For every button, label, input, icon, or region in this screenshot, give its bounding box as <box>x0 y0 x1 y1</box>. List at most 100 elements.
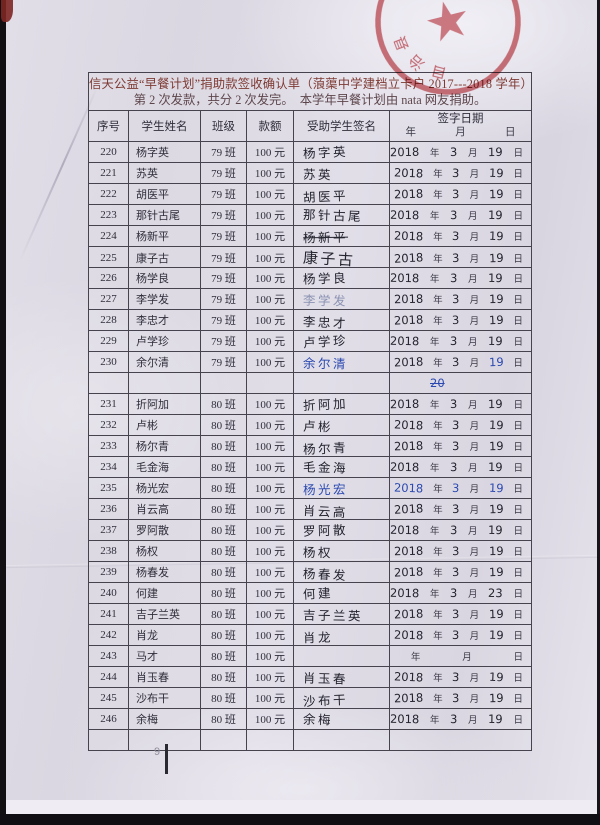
handwritten-signature: 卢学珍 <box>302 332 349 350</box>
handwritten-day: 19 <box>488 144 503 160</box>
student-name: 肖龙 <box>129 625 201 645</box>
table-row: 225 康子古 79 班 100 元康子古 2018 年 3 月 19 日 <box>89 246 531 269</box>
amount-label: 100 元 <box>247 709 294 729</box>
printed-day-unit: 日 <box>513 527 523 537</box>
class-label: 80 班 <box>201 478 247 498</box>
class-label: 79 班 <box>201 331 247 351</box>
handwritten-signature: 吉子兰英 <box>302 606 364 624</box>
printed-day-unit: 日 <box>513 233 523 243</box>
row-no: 232 <box>89 415 129 435</box>
handwritten-day: 19 <box>488 522 503 538</box>
amount-label: 100 元 <box>247 436 294 456</box>
handwritten-month: 3 <box>449 585 458 601</box>
row-no: 234 <box>89 457 129 477</box>
date-cell <box>390 730 531 750</box>
handwritten-day: 19 <box>488 207 503 223</box>
printed-day-unit: 日 <box>513 401 523 411</box>
printed-month-unit: 月 <box>469 506 480 516</box>
amount-label: 100 元 <box>247 142 294 162</box>
date-header-units: 年 月 日 <box>406 126 516 139</box>
handwritten-month: 3 <box>452 438 460 454</box>
handwritten-year: 2018 <box>389 459 420 475</box>
printed-day-unit: 日 <box>513 506 523 516</box>
student-name: 杨字英 <box>129 142 201 162</box>
printed-day-unit: 日 <box>513 569 523 579</box>
class-label: 80 班 <box>201 667 247 687</box>
signature-cell <box>294 730 390 750</box>
row-no: 224 <box>89 226 129 246</box>
signature-cell: 肖龙 <box>294 625 390 645</box>
page-footer: 9 <box>154 744 169 774</box>
col-header-amount: 款额 <box>247 111 294 141</box>
class-label: 79 班 <box>201 205 247 225</box>
signature-cell: 杨新平 <box>294 226 390 246</box>
date-cell: 2018 年 3 月 19 日 <box>390 667 531 687</box>
row-no: 241 <box>89 604 129 624</box>
paper-crease <box>19 85 99 261</box>
row-no: 227 <box>89 289 129 309</box>
row-no: 230 <box>89 352 129 372</box>
col-header-date: 签字日期 年 月 日 <box>390 111 531 141</box>
printed-day-unit: 日 <box>513 674 523 684</box>
handwritten-day: 19 <box>488 711 503 727</box>
row-no: 235 <box>89 478 129 498</box>
handwritten-signature: 杨字英 <box>302 143 349 161</box>
amount-label: 100 元 <box>247 583 294 603</box>
amount-label: 100 元 <box>247 331 294 351</box>
handwritten-month: 3 <box>452 312 461 328</box>
handwritten-year: 2018 <box>389 207 420 223</box>
signature-cell: 李忠才 <box>294 310 390 330</box>
handwritten-month: 3 <box>449 396 458 412</box>
printed-year-unit: 年 <box>410 653 421 663</box>
handwritten-day: 19 <box>488 354 504 370</box>
handwritten-signature: 杨权 <box>302 544 334 560</box>
printed-year-unit: 年 <box>433 632 443 642</box>
student-name: 余梅 <box>129 709 201 729</box>
printed-day-unit: 日 <box>513 653 523 663</box>
handwritten-month: 3 <box>449 333 458 349</box>
table-row: 237 罗阿散 80 班 100 元罗阿散 2018 年 3 月 19 日 <box>89 519 531 540</box>
handwritten-signature: 那针古尾 <box>302 206 364 224</box>
date-cell: 2018 年 3 月 19 日 <box>390 226 531 246</box>
handwritten-month: 3 <box>452 354 461 370</box>
printed-day-unit: 日 <box>513 485 523 495</box>
printed-day-unit: 日 <box>513 338 523 348</box>
printed-month-unit: 月 <box>462 653 472 663</box>
printed-year-unit: 年 <box>429 401 440 411</box>
printed-month-unit: 月 <box>469 254 480 265</box>
handwritten-day: 19 <box>488 543 504 559</box>
row-no: 222 <box>89 184 129 204</box>
date-cell: 2018 年 3 月 19 日 <box>390 289 531 309</box>
row-no: 231 <box>89 394 129 414</box>
printed-day-unit: 日 <box>513 212 523 222</box>
handwritten-year: 2018 <box>393 564 424 580</box>
handwritten-month: 3 <box>452 417 461 433</box>
row-no: 226 <box>89 268 129 288</box>
table-row: 244 肖玉春 80 班 100 元肖玉春 2018 年 3 月 19 日 <box>89 666 531 687</box>
signature-cell: 李学发 <box>294 289 390 309</box>
amount-label: 100 元 <box>247 541 294 561</box>
handwritten-signature: 肖龙 <box>302 629 334 645</box>
class-label: 79 班 <box>201 268 247 288</box>
handwritten-month: 3 <box>452 606 461 622</box>
table-row: 232 卢彬 80 班 100 元卢彬 2018 年 3 月 19 日 <box>89 414 531 435</box>
printed-month-unit: 月 <box>469 422 480 432</box>
table-body: 220 杨字英 79 班 100 元杨字英 2018 年 3 月 19 日 221 苏英 79 班 100… <box>89 141 531 750</box>
printed-month-unit: 月 <box>468 149 478 159</box>
student-name: 杨新平 <box>129 226 201 246</box>
amount-label: 100 元 <box>247 520 294 540</box>
page-number: 9 <box>154 746 161 758</box>
date-cell: 2018 年 3 月 19 日 <box>390 436 531 456</box>
class-label: 80 班 <box>201 562 247 582</box>
table-row: 245 沙布干 80 班 100 元沙布干 2018 年 3 月 19 日 <box>89 687 531 708</box>
handwritten-day: 19 <box>488 606 504 622</box>
printed-month-unit: 月 <box>469 191 480 201</box>
printed-day-unit: 日 <box>513 548 523 558</box>
class-label <box>201 373 247 393</box>
handwritten-signature: 折阿加 <box>302 395 349 413</box>
date-cell: 2018 年 3 月 19 日 <box>390 625 531 645</box>
class-label: 79 班 <box>201 289 247 309</box>
signature-cell: 康子古 <box>294 247 390 269</box>
table-row: 242 肖龙 80 班 100 元肖龙 2018 年 3 月 19 日 <box>89 624 531 645</box>
handwritten-year: 2018 <box>389 396 420 412</box>
